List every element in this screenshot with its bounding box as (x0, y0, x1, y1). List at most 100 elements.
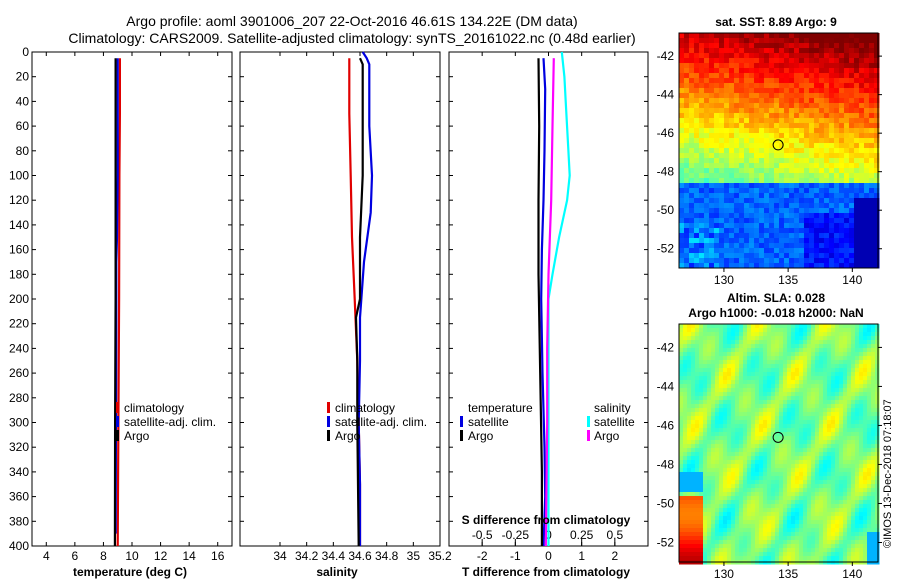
map-cell (711, 504, 716, 509)
map-cell (869, 163, 875, 169)
map-cell (819, 248, 825, 254)
map-cell (849, 153, 855, 159)
map-cell (724, 178, 730, 184)
map-cell (807, 528, 812, 533)
map-cell (799, 520, 804, 525)
map-cell (687, 480, 692, 485)
map-cell (704, 208, 710, 214)
map-cell (814, 58, 820, 64)
map-cell (709, 233, 715, 239)
map-cell (755, 380, 760, 385)
map-cell (699, 193, 705, 199)
map-cell (843, 468, 848, 473)
map-cell (684, 243, 690, 249)
map-cell (864, 93, 870, 99)
map-cell (859, 364, 864, 369)
map-cell (691, 492, 696, 497)
map-cell (864, 108, 870, 114)
map-cell (689, 208, 695, 214)
map-cell (855, 380, 860, 385)
map-cell (803, 452, 808, 457)
map-cell (743, 524, 748, 529)
map-cell (719, 324, 724, 329)
map-cell (803, 476, 808, 481)
map-cell (804, 163, 810, 169)
map-cell (809, 238, 815, 244)
map-cell (719, 496, 724, 501)
map-cell (844, 218, 850, 224)
map-cell (819, 243, 825, 249)
map-cell (729, 128, 735, 134)
map-cell (844, 78, 850, 84)
map-cell (703, 504, 708, 509)
map-cell (719, 108, 725, 114)
map-cell (743, 420, 748, 425)
map-cell (779, 203, 785, 209)
map-cell (831, 480, 836, 485)
map-cell (689, 253, 695, 259)
map-cell (723, 412, 728, 417)
map-cell (771, 500, 776, 505)
map-cell (843, 444, 848, 449)
map-cell (804, 263, 810, 269)
map-cell (695, 552, 700, 557)
map-cell (774, 93, 780, 99)
map-cell (834, 103, 840, 109)
map-cell (694, 48, 700, 54)
map-cell (731, 520, 736, 525)
map-cell (819, 508, 824, 513)
map-cell (775, 424, 780, 429)
map-cell (687, 496, 692, 501)
map-cell (684, 88, 690, 94)
map-cell (731, 344, 736, 349)
map-cell (795, 356, 800, 361)
map-cell (859, 58, 865, 64)
map-cell (749, 198, 755, 204)
map-cell (749, 228, 755, 234)
map-cell (744, 203, 750, 209)
map-cell (874, 88, 880, 94)
map-cell (831, 336, 836, 341)
map-cell (704, 143, 710, 149)
map-cell (835, 400, 840, 405)
map-cell (779, 258, 785, 264)
map-cell (799, 460, 804, 465)
map-cell (827, 540, 832, 545)
map-cell (831, 424, 836, 429)
map-cell (711, 436, 716, 441)
map-cell (859, 356, 864, 361)
map-cell (709, 98, 715, 104)
map-cell (823, 520, 828, 525)
map-cell (687, 356, 692, 361)
map-cell (684, 53, 690, 59)
map-cell (799, 504, 804, 509)
map-cell (784, 178, 790, 184)
map-cell (827, 380, 832, 385)
map-cell (815, 528, 820, 533)
map-cell (827, 328, 832, 333)
map-cell (807, 424, 812, 429)
map-cell (811, 500, 816, 505)
map-cell (779, 500, 784, 505)
map-cell (804, 83, 810, 89)
map-cell (863, 496, 868, 501)
map-cell (855, 424, 860, 429)
map-cell (831, 352, 836, 357)
map-cell (691, 448, 696, 453)
map-cell (707, 420, 712, 425)
map-cell (719, 472, 724, 477)
map-cell (823, 516, 828, 521)
map-cell (699, 83, 705, 89)
map-cell (724, 118, 730, 124)
map-cell (849, 148, 855, 154)
map-cell (811, 388, 816, 393)
map-cell (809, 178, 815, 184)
map-cell (703, 332, 708, 337)
map-cell (684, 108, 690, 114)
map-cell (787, 496, 792, 501)
map-cell (763, 436, 768, 441)
map-cell (724, 53, 730, 59)
map-cell (723, 360, 728, 365)
map-cell (739, 360, 744, 365)
map-cell (827, 504, 832, 509)
